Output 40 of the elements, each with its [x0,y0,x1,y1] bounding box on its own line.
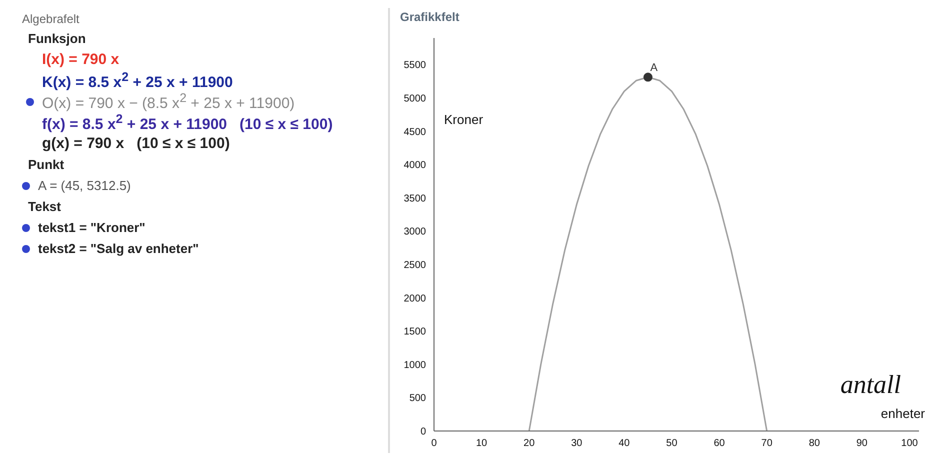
text: A = (45, 5312.5) [38,178,131,193]
text: Funksjon [28,31,86,46]
x-tick-label: 10 [476,438,488,450]
x-tick-label: 30 [571,438,583,450]
y-tick-label: 4000 [404,160,426,172]
text: Punkt [28,157,64,172]
annotation: antall [840,370,901,400]
chart-title: Grafikkfelt [400,10,460,24]
y-tick-label: 0 [420,426,426,438]
annotation: A [650,62,658,74]
y-tick-label: 4500 [404,126,426,138]
x-tick-label: 80 [808,438,820,450]
text: Algebrafelt [22,12,80,26]
text: I(x) = 790 x [42,51,120,68]
x-tick-label: 0 [431,438,438,450]
text: tekst1 = "Kroner" [38,220,146,235]
y-tick-label: 1000 [404,360,426,371]
text: g(x) = 790 x (10 ≤ x ≤ 100) [42,135,230,152]
x-tick-label: 90 [856,438,868,450]
y-tick-label: 2000 [404,293,426,304]
x-tick-label: 60 [714,438,726,450]
text: K(x) = 8.5 x$^{2}$ + 25 x + 11900 [42,70,233,91]
x-tick-label: 40 [618,438,630,450]
text: Tekst [28,199,61,214]
y-axis-title: Kroner [444,112,484,127]
x-tick-label: 100 [901,438,918,450]
y-tick-label: 5000 [404,94,426,104]
x-tick-label: 50 [666,438,678,450]
y-tick-label: 3000 [404,226,426,238]
y-tick-label: 500 [409,393,426,404]
text: O(x) = 790 x − (8.5 x$^{2}$ + 25 x + 11900) [42,91,295,112]
y-tick-label: 3500 [404,193,426,204]
x-tick-label: 70 [761,438,773,450]
text: tekst2 = "Salg av enheter" [38,241,199,256]
x-tick-label: 20 [524,438,536,450]
y-tick-label: 1500 [404,326,426,338]
y-tick-label: 5500 [404,60,426,72]
x-axis-title: enheter [880,406,925,421]
text: f(x) = 8.5 x$^{2}$ + 25 x + 11900 (10 ≤ x ≤ 100) [42,112,333,133]
y-tick-label: 2500 [404,260,426,272]
